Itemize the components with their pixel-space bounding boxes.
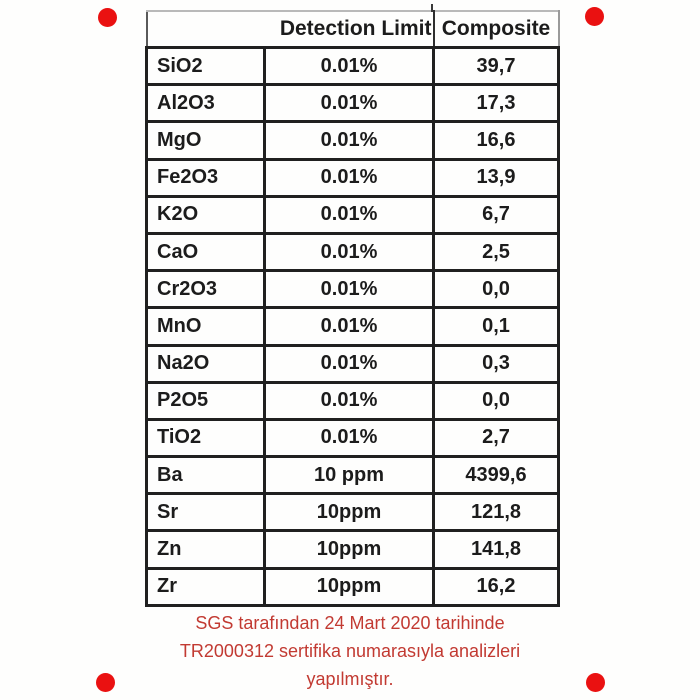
red-marker-dot-top-right	[585, 7, 604, 26]
element-cell: MnO	[145, 306, 266, 347]
detection-limit-cell: 10ppm	[263, 566, 435, 607]
table-row: SiO2 0.01% 39,7	[145, 45, 560, 87]
table-row: Na2O 0.01% 0,3	[145, 343, 560, 384]
composite-value-cell: 2,7	[432, 417, 560, 459]
detection-limit-cell: 10 ppm	[263, 455, 435, 496]
detection-limit-cell: 0.01%	[263, 120, 435, 161]
table-row: K2O 0.01% 6,7	[145, 194, 560, 235]
table-row: Zr 10ppm 16,2	[145, 566, 560, 607]
composite-value-cell: 4399,6	[432, 455, 560, 496]
table-row: Fe2O3 0.01% 13,9	[145, 157, 560, 198]
table-row: Zn 10ppm 141,8	[145, 529, 560, 570]
header-divider-tick	[431, 4, 433, 12]
table-row: Sr 10ppm 121,8	[145, 492, 560, 533]
detection-limit-cell: 0.01%	[263, 343, 435, 384]
table-row: TiO2 0.01% 2,7	[145, 417, 560, 459]
element-cell: Na2O	[145, 343, 266, 384]
red-marker-dot-bottom-left	[96, 673, 115, 692]
detection-limit-cell: 0.01%	[263, 306, 435, 347]
composite-value-cell: 16,6	[432, 120, 560, 161]
table-row: Ba 10 ppm 4399,6	[145, 455, 560, 496]
composite-value-cell: 13,9	[432, 157, 560, 198]
detection-limit-cell: 0.01%	[263, 45, 435, 87]
detection-limit-cell: 0.01%	[263, 380, 435, 421]
caption-line-1: SGS tarafından 24 Mart 2020 tarihinde	[195, 613, 505, 633]
certificate-caption: SGS tarafından 24 Mart 2020 tarihinde TR…	[0, 609, 700, 693]
composite-value-cell: 2,5	[432, 231, 560, 273]
composite-value-cell: 141,8	[432, 529, 560, 570]
element-cell: TiO2	[145, 417, 266, 459]
column-header-detection-limit: Detection Limit	[145, 10, 435, 48]
element-cell: MgO	[145, 120, 266, 161]
table-row: MgO 0.01% 16,6	[145, 120, 560, 161]
detection-limit-cell: 0.01%	[263, 417, 435, 459]
analysis-table-container: Detection Limit Composite SiO2 0.01% 39,…	[145, 4, 560, 607]
table-header-row: Detection Limit Composite	[145, 10, 560, 48]
element-cell: Fe2O3	[145, 157, 266, 198]
element-cell: Ba	[145, 455, 266, 496]
composite-value-cell: 0,1	[432, 306, 560, 347]
composite-value-cell: 17,3	[432, 83, 560, 124]
table-row: MnO 0.01% 0,1	[145, 306, 560, 347]
composite-value-cell: 0,0	[432, 269, 560, 310]
caption-line-3: yapılmıştır.	[306, 669, 394, 689]
analysis-table: Detection Limit Composite SiO2 0.01% 39,…	[145, 10, 560, 607]
element-cell: SiO2	[145, 45, 266, 87]
composite-value-cell: 121,8	[432, 492, 560, 533]
detection-limit-cell: 10ppm	[263, 492, 435, 533]
table-row: Al2O3 0.01% 17,3	[145, 83, 560, 124]
table-row: Cr2O3 0.01% 0,0	[145, 269, 560, 310]
detection-limit-cell: 10ppm	[263, 529, 435, 570]
element-cell: CaO	[145, 231, 266, 273]
detection-limit-cell: 0.01%	[263, 83, 435, 124]
element-cell: P2O5	[145, 380, 266, 421]
detection-limit-cell: 0.01%	[263, 194, 435, 235]
composite-value-cell: 16,2	[432, 566, 560, 607]
detection-limit-cell: 0.01%	[263, 157, 435, 198]
table-row: P2O5 0.01% 0,0	[145, 380, 560, 421]
element-cell: Zn	[145, 529, 266, 570]
composite-value-cell: 6,7	[432, 194, 560, 235]
detection-limit-cell: 0.01%	[263, 231, 435, 273]
element-cell: K2O	[145, 194, 266, 235]
table-row: CaO 0.01% 2,5	[145, 231, 560, 273]
column-header-composite: Composite	[433, 10, 560, 48]
element-cell: Cr2O3	[145, 269, 266, 310]
red-marker-dot-top-left	[98, 8, 117, 27]
composite-value-cell: 0,3	[432, 343, 560, 384]
red-marker-dot-bottom-right	[586, 673, 605, 692]
element-cell: Al2O3	[145, 83, 266, 124]
element-cell: Zr	[145, 566, 266, 607]
element-cell: Sr	[145, 492, 266, 533]
detection-limit-cell: 0.01%	[263, 269, 435, 310]
caption-line-2: TR2000312 sertifika numarasıyla analizle…	[179, 641, 521, 661]
composite-value-cell: 39,7	[432, 45, 560, 87]
composite-value-cell: 0,0	[432, 380, 560, 421]
